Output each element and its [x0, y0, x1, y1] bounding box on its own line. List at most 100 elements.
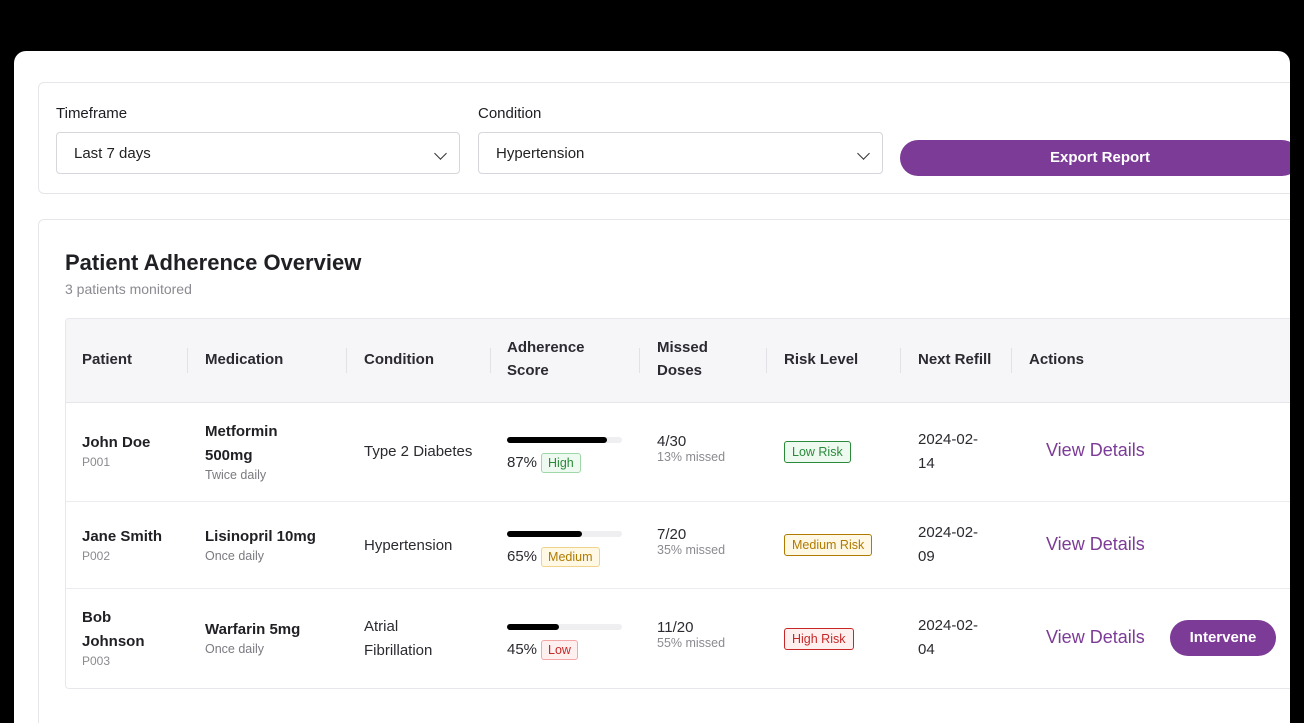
condition-line2: Fibrillation	[364, 642, 433, 659]
header-missed-line1: Missed	[657, 339, 708, 356]
medication-frequency: Twice daily	[205, 468, 267, 482]
header-divider	[187, 348, 188, 373]
header-missed-line2: Doses	[657, 362, 703, 379]
condition-select[interactable]: Hypertension	[478, 132, 883, 174]
patients-count: 3 patients monitored	[65, 281, 192, 297]
chevron-down-icon	[857, 147, 870, 160]
medication-frequency: Once daily	[205, 549, 265, 563]
adherence-bar	[507, 531, 622, 537]
view-details-link[interactable]: View Details	[1046, 534, 1145, 554]
risk-badge: Medium Risk	[784, 534, 873, 556]
adherence-badge: Medium	[541, 547, 600, 567]
missed-count: 11/20	[657, 619, 694, 636]
patient-id: P003	[82, 654, 111, 668]
adherence-cell: 87% High	[507, 437, 637, 487]
refill-date-line1: 2024-02-	[918, 524, 979, 541]
next-refill-cell: 2024-02- 04	[918, 614, 978, 662]
adherence-bar	[507, 624, 622, 630]
header-adherence-line2: Score	[507, 362, 549, 379]
medication-name: Metformin	[205, 423, 278, 440]
header-next-refill[interactable]: Next Refill	[918, 351, 992, 368]
header-divider	[900, 348, 901, 373]
patient-id: P002	[82, 549, 111, 563]
patient-name: Jane Smith	[82, 528, 163, 545]
next-refill-cell: 2024-02- 09	[918, 521, 978, 569]
adherence-bar-fill	[507, 437, 608, 443]
condition-cell: Hypertension	[364, 537, 453, 554]
header-divider	[1011, 348, 1012, 373]
patient-name-line2: Johnson	[82, 633, 145, 650]
adherence-badge: Low	[541, 640, 578, 660]
timeframe-select[interactable]: Last 7 days	[56, 132, 460, 174]
header-condition[interactable]: Condition	[364, 351, 434, 368]
header-divider	[490, 348, 491, 373]
adherence-score: 65%	[507, 548, 538, 565]
adherence-badge: High	[541, 453, 581, 473]
header-adherence-score[interactable]: Adherence Score	[507, 336, 585, 382]
header-adherence-line1: Adherence	[507, 339, 585, 356]
view-details-link[interactable]: View Details	[1046, 440, 1145, 460]
page-title: Patient Adherence Overview	[65, 250, 362, 275]
table-row: John Doe P001 Metformin 500mg Twice dail…	[66, 403, 1290, 502]
table-row: Bob Johnson P003 Warfarin 5mg Once daily…	[66, 589, 1290, 688]
timeframe-label: Timeframe	[56, 105, 128, 122]
adherence-score: 45%	[507, 641, 538, 658]
header-actions: Actions	[1029, 351, 1085, 368]
adherence-bar-fill	[507, 531, 582, 537]
refill-date-line2: 09	[918, 548, 935, 565]
adherence-table: Patient Medication Condition Adherence S…	[65, 318, 1290, 689]
missed-doses-cell: 4/30 13% missed	[657, 433, 725, 464]
export-report-button[interactable]: Export Report	[900, 140, 1290, 176]
condition-label: Condition	[478, 105, 542, 122]
risk-badge: High Risk	[784, 628, 854, 650]
medication-cell: Metformin 500mg Twice daily	[205, 420, 278, 482]
condition-value: Hypertension	[496, 145, 585, 162]
condition-line1: Atrial	[364, 618, 399, 635]
condition-cell: Type 2 Diabetes	[364, 443, 473, 460]
adherence-score: 87%	[507, 454, 538, 471]
patient-id: P001	[82, 455, 111, 469]
header-divider	[346, 348, 347, 373]
header-divider	[766, 348, 767, 373]
timeframe-value: Last 7 days	[74, 145, 151, 162]
chevron-down-icon	[434, 147, 447, 160]
next-refill-cell: 2024-02- 14	[918, 428, 978, 476]
refill-date-line1: 2024-02-	[918, 431, 979, 448]
header-patient[interactable]: Patient	[82, 351, 133, 368]
missed-count: 4/30	[657, 433, 687, 450]
adherence-bar	[507, 437, 622, 443]
header-divider	[639, 348, 640, 373]
medication-cell: Warfarin 5mg Once daily	[205, 618, 300, 656]
missed-percent: 13% missed	[657, 450, 726, 464]
condition-cell: Atrial Fibrillation	[364, 615, 432, 663]
patient-cell: Jane Smith P002	[82, 525, 162, 563]
risk-badge: Low Risk	[784, 441, 851, 463]
refill-date-line2: 14	[918, 455, 935, 472]
medication-name: Lisinopril 10mg	[205, 528, 316, 545]
patient-name: Bob	[82, 609, 112, 626]
view-details-link[interactable]: View Details	[1046, 627, 1145, 647]
missed-doses-cell: 7/20 35% missed	[657, 526, 725, 557]
adherence-cell: 65% Medium	[507, 531, 637, 581]
app-screen: Timeframe Last 7 days Condition Hyperten…	[14, 51, 1290, 723]
medication-name: Warfarin 5mg	[205, 621, 301, 638]
filter-panel: Timeframe Last 7 days Condition Hyperten…	[38, 82, 1290, 194]
patient-cell: John Doe P001	[82, 431, 150, 469]
missed-count: 7/20	[657, 526, 687, 543]
header-risk-level[interactable]: Risk Level	[784, 351, 859, 368]
table-header: Patient Medication Condition Adherence S…	[66, 319, 1290, 403]
medication-frequency: Once daily	[205, 642, 265, 656]
adherence-cell: 45% Low	[507, 624, 637, 674]
intervene-button[interactable]: Intervene	[1170, 620, 1276, 656]
missed-percent: 55% missed	[657, 636, 726, 650]
adherence-overview-card: Patient Adherence Overview 3 patients mo…	[38, 219, 1290, 723]
header-missed-doses[interactable]: Missed Doses	[657, 336, 708, 382]
missed-doses-cell: 11/20 55% missed	[657, 619, 725, 650]
medication-cell: Lisinopril 10mg Once daily	[205, 525, 316, 563]
refill-date-line2: 04	[918, 641, 935, 658]
header-medication[interactable]: Medication	[205, 351, 284, 368]
medication-dose: 500mg	[205, 447, 253, 464]
patient-cell: Bob Johnson P003	[82, 606, 145, 668]
adherence-bar-fill	[507, 624, 559, 630]
